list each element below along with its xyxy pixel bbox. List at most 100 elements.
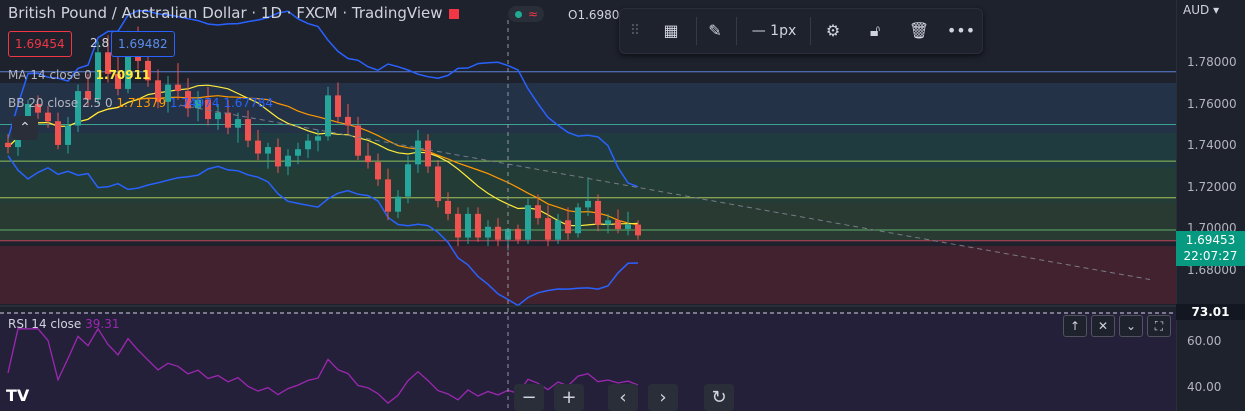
spread-value: 2.8 bbox=[90, 36, 110, 50]
rsi-pane-bg bbox=[0, 312, 1176, 411]
rsi-line bbox=[7, 327, 639, 404]
candle-body bbox=[525, 205, 531, 240]
price-axis[interactable]: AUD ▾ 1.78000 1.76000 1.74000 1.72000 1.… bbox=[1176, 0, 1245, 411]
bb-upper-value: 1.74974 bbox=[169, 96, 220, 110]
chevron-up-icon[interactable]: ⌃ bbox=[12, 116, 38, 140]
candle-body bbox=[285, 155, 291, 167]
more-icon[interactable]: ••• bbox=[946, 21, 976, 40]
bb-lower-value: 1.67784 bbox=[223, 96, 273, 110]
rsi-indicator-legend[interactable]: RSI 14 close 39.31 bbox=[8, 317, 120, 331]
candle-body bbox=[105, 52, 111, 74]
bb-indicator-legend[interactable]: BB 20 close 2.5 0 1.71379 1.74974 1.6778… bbox=[8, 96, 273, 110]
line-width-label: 1px bbox=[770, 23, 797, 39]
last-price-value: 1.69453 bbox=[1185, 233, 1236, 247]
settings-icon[interactable]: ⚙ bbox=[825, 21, 841, 40]
candle-body bbox=[545, 218, 551, 240]
close-pane-icon[interactable]: ✕ bbox=[1091, 315, 1115, 337]
candle-body bbox=[615, 220, 621, 229]
candle-body bbox=[445, 200, 451, 214]
candle-body bbox=[355, 125, 361, 156]
price-pane[interactable] bbox=[0, 0, 1176, 411]
maximize-pane-icon[interactable]: ⛶ bbox=[1147, 315, 1171, 337]
candle-body bbox=[565, 220, 571, 234]
zone-red bbox=[0, 246, 1176, 304]
candle-body bbox=[575, 207, 581, 234]
market-open-icon bbox=[515, 11, 522, 18]
candle-body bbox=[175, 84, 181, 92]
candle-body bbox=[475, 213, 481, 238]
chevron-down-icon: ▾ bbox=[1213, 3, 1220, 17]
candle-body bbox=[185, 91, 191, 109]
buy-price-button[interactable]: 1.69482 bbox=[111, 31, 175, 57]
scroll-right-icon[interactable]: › bbox=[648, 384, 678, 411]
collapse-pane-icon[interactable]: ⌄ bbox=[1119, 315, 1143, 337]
candle-body bbox=[35, 104, 41, 113]
zoom-out-icon[interactable]: − bbox=[514, 384, 544, 411]
move-pane-up-icon[interactable]: ↑ bbox=[1063, 315, 1087, 337]
candle-body bbox=[125, 41, 131, 89]
pencil-icon[interactable]: ✎ bbox=[708, 21, 722, 40]
layout-add-icon[interactable]: ▦ bbox=[663, 21, 679, 40]
candle-body bbox=[605, 220, 611, 225]
candle-body bbox=[255, 140, 261, 154]
candle-body bbox=[5, 142, 11, 148]
candle-body bbox=[485, 226, 491, 238]
candle-body bbox=[25, 104, 31, 128]
symbol-title[interactable]: British Pound / Australian Dollar · 1D ·… bbox=[8, 4, 459, 22]
zone-teal bbox=[0, 133, 1176, 168]
bb-basis-value: 1.71379 bbox=[116, 96, 167, 110]
candle-body bbox=[585, 200, 591, 208]
ma-line bbox=[7, 84, 639, 227]
sell-price-button[interactable]: 1.69454 bbox=[8, 31, 72, 57]
candle-body bbox=[505, 228, 511, 240]
candle-body bbox=[365, 155, 371, 163]
candle-body bbox=[205, 99, 211, 120]
rsi-tick: 60.00 bbox=[1187, 334, 1222, 348]
unlock-icon[interactable]: 🔓︎ bbox=[869, 21, 881, 40]
trash-icon[interactable]: 🗑︎ bbox=[908, 21, 930, 40]
rsi-indicator-value: 39.31 bbox=[85, 317, 120, 331]
line-width-button[interactable]: — 1px bbox=[751, 23, 797, 39]
price-tick: 1.78000 bbox=[1187, 55, 1237, 69]
candle-body bbox=[455, 213, 461, 238]
zoom-in-icon[interactable]: + bbox=[554, 384, 584, 411]
candle-body bbox=[225, 112, 231, 128]
drawing-toolbar: ⠿ ▦ ✎ — 1px ⚙ 🔓︎ 🗑︎ ••• bbox=[619, 8, 983, 54]
rsi-tick: 40.00 bbox=[1187, 380, 1222, 394]
currency-label: AUD bbox=[1183, 3, 1210, 17]
ma-indicator-legend[interactable]: MA 14 close 0 1.70911 bbox=[8, 68, 150, 82]
candle-body bbox=[595, 200, 601, 225]
reset-icon[interactable]: ↻ bbox=[704, 384, 734, 411]
candle-body bbox=[265, 147, 271, 154]
candle-body bbox=[425, 140, 431, 167]
candle-body bbox=[325, 95, 331, 137]
candle-body bbox=[165, 84, 171, 102]
candle-body bbox=[235, 119, 241, 128]
candle-body bbox=[75, 91, 81, 126]
trend-line bbox=[179, 104, 1151, 281]
candle-body bbox=[435, 166, 441, 201]
candle-body bbox=[295, 149, 301, 156]
last-price-label: 1.69453 22:07:27 bbox=[1176, 231, 1245, 266]
candle-body bbox=[145, 60, 151, 81]
candle-body bbox=[115, 73, 121, 89]
candle-body bbox=[275, 147, 281, 167]
price-tick: 1.76000 bbox=[1187, 97, 1237, 111]
candle-body bbox=[155, 80, 161, 102]
ma-indicator-value: 1.70911 bbox=[95, 68, 151, 82]
scroll-left-icon[interactable]: ‹ bbox=[608, 384, 638, 411]
navigation-bar: − + ‹ › ↻ bbox=[508, 384, 738, 411]
currency-selector[interactable]: AUD ▾ bbox=[1183, 3, 1219, 17]
candle-body bbox=[335, 95, 341, 117]
drag-handle-icon[interactable]: ⠿ bbox=[629, 23, 641, 39]
candle-body bbox=[555, 220, 561, 240]
flag-icon[interactable] bbox=[448, 8, 459, 19]
candle-body bbox=[245, 119, 251, 141]
tradingview-logo[interactable]: TV bbox=[6, 386, 30, 405]
candle-body bbox=[515, 228, 521, 240]
price-tick: 1.74000 bbox=[1187, 138, 1237, 152]
market-status[interactable]: ≈ bbox=[508, 6, 544, 22]
candle-body bbox=[345, 116, 351, 126]
candle-body bbox=[635, 224, 641, 236]
